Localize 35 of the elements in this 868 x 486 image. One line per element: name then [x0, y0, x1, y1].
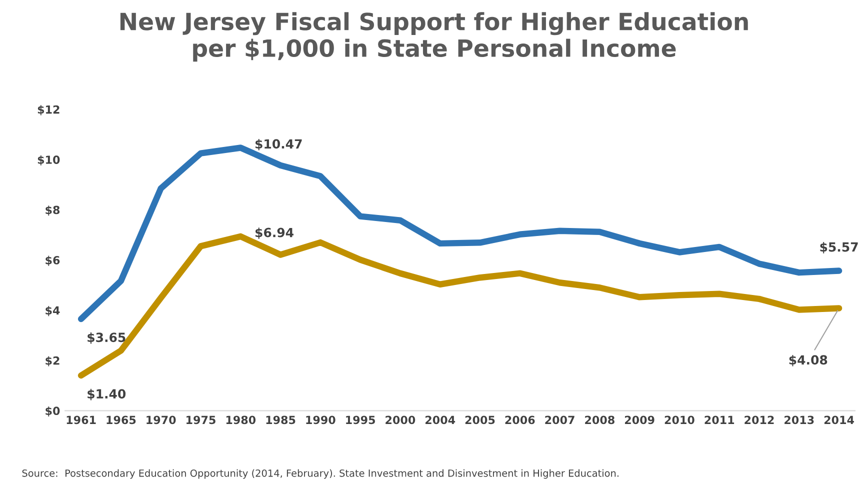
data-label: $1.40 [88, 388, 126, 400]
y-tick-label: $6 [46, 256, 60, 266]
y-tick-label: $2 [46, 356, 60, 366]
x-tick-label: 2007 [545, 416, 574, 424]
data-label: $3.65 [88, 332, 126, 344]
x-tick-label: 1985 [266, 416, 296, 424]
x-tick-label: 2004 [426, 416, 456, 424]
y-tick-label: $8 [46, 206, 60, 216]
x-tick-label: 2011 [704, 416, 734, 424]
x-tick-label: 1990 [306, 416, 336, 424]
x-tick-label: 2013 [784, 416, 814, 424]
x-tick-label: 2005 [465, 416, 495, 424]
y-tick-label: $4 [46, 306, 60, 316]
x-tick-label: 1965 [106, 416, 136, 424]
x-tick-label: 1970 [146, 416, 176, 424]
data-label: $6.94 [255, 228, 294, 239]
x-tick-label: 2006 [505, 416, 535, 424]
chart-title: New Jersey Fiscal Support for Higher Education per $1,000 in State Personal Income [120, 12, 748, 62]
source-note: Source: Postsecondary Education Opportunity (2014, February). State Investment and Disinvestment in Higher Education. [22, 469, 618, 479]
y-tick-label: $0 [46, 406, 60, 417]
y-tick-label: $10 [38, 155, 60, 166]
y-tick-label: $12 [38, 105, 60, 116]
data-label: $4.08 [789, 354, 828, 366]
x-tick-label: 1980 [226, 416, 256, 424]
x-tick-label: 1961 [66, 416, 96, 424]
x-tick-label: 2008 [585, 416, 614, 424]
x-tick-label: 2009 [624, 416, 654, 424]
data-label: $10.47 [255, 138, 302, 150]
x-tick-label: 2014 [824, 416, 854, 424]
data-label: $5.57 [820, 242, 858, 254]
x-tick-label: 2012 [744, 416, 774, 424]
x-tick-label: 2000 [386, 416, 416, 424]
x-tick-label: 2010 [664, 416, 694, 424]
x-tick-label: 1995 [346, 416, 375, 424]
x-tick-label: 1975 [186, 416, 216, 424]
